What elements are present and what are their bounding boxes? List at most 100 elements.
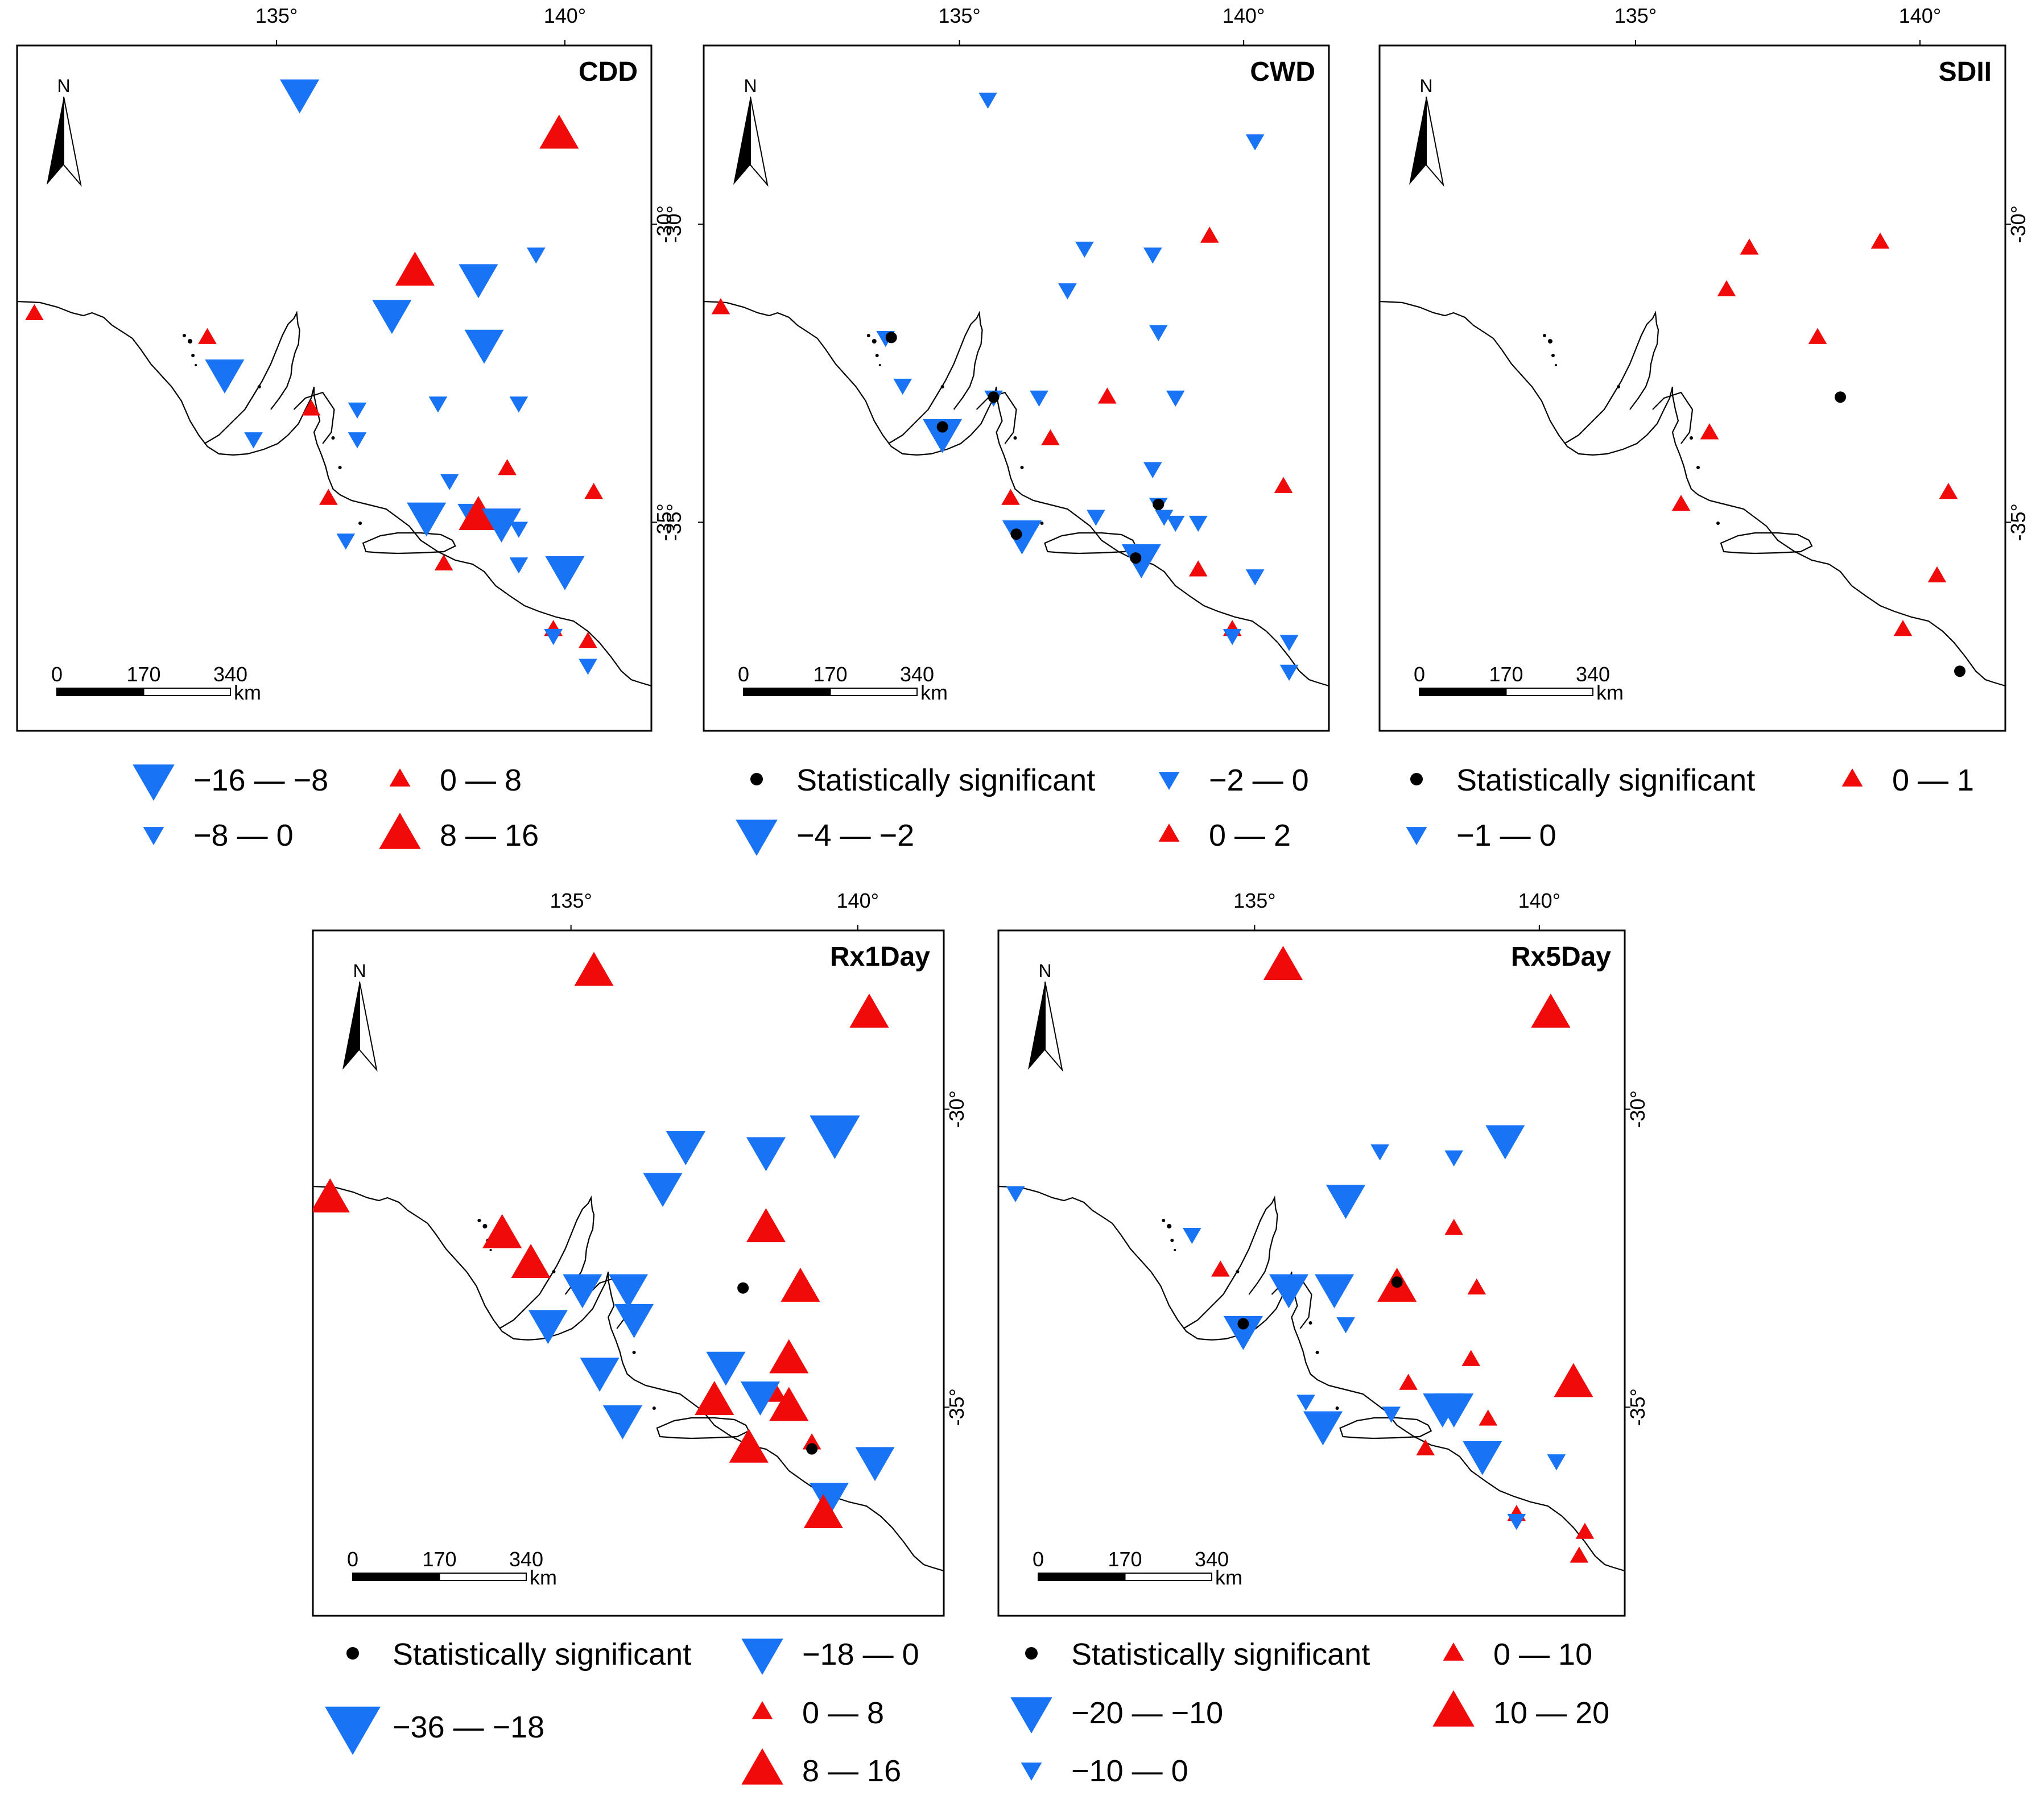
station-marker — [1531, 993, 1571, 1028]
legend-item: 0 — 8 — [751, 1696, 884, 1730]
station-marker — [803, 1494, 843, 1529]
station-marker — [1296, 1395, 1315, 1411]
station-marker — [1547, 1454, 1566, 1471]
lat-tick-label: -30° — [945, 1090, 968, 1128]
legend-label: −8 — 0 — [193, 818, 294, 853]
station-marker — [1154, 510, 1174, 526]
significant-dot — [1010, 528, 1022, 540]
station-marker — [978, 92, 997, 109]
station-marker — [729, 1428, 769, 1463]
legend-triangle-icon — [389, 768, 411, 787]
legend-item: −10 — 0 — [1021, 1754, 1188, 1788]
station-marker — [810, 1115, 860, 1159]
station-markers — [711, 92, 1299, 681]
legend-label: 0 — 10 — [1493, 1637, 1592, 1672]
station-marker — [464, 329, 504, 364]
lat-tick-label: -30° — [653, 205, 676, 243]
station-marker — [1263, 946, 1303, 980]
station-marker — [1182, 1227, 1201, 1244]
legend-item: Statistically significant — [1025, 1637, 1370, 1672]
significant-dot — [988, 391, 1000, 403]
scale-label: 170 — [126, 663, 160, 686]
station-marker — [372, 300, 412, 334]
north-label: N — [1038, 961, 1051, 981]
lon-tick-label: 135° — [550, 889, 592, 912]
legend-label: −20 — −10 — [1071, 1696, 1223, 1730]
station-marker — [923, 419, 963, 453]
station-marker — [509, 396, 528, 413]
station-marker — [1444, 1219, 1464, 1235]
station-marker — [319, 489, 338, 505]
station-marker — [1416, 1439, 1435, 1456]
legend-cwd: Statistically significant −4 — −2 −2 — 0 0 … — [736, 763, 1309, 856]
station-marker — [706, 1351, 746, 1386]
legend-triangle-icon — [133, 764, 175, 801]
lat-tick-label: -30° — [662, 205, 686, 243]
legend-item: 0 — 2 — [1158, 818, 1291, 853]
station-marker — [459, 264, 498, 299]
legend-label: Statistically significant — [796, 763, 1095, 797]
station-marker — [539, 114, 579, 149]
legend-triangle-icon — [736, 820, 778, 856]
station-marker — [482, 1214, 522, 1248]
north-arrow-icon: N — [733, 76, 769, 187]
scale-label: 340 — [900, 663, 934, 686]
legend-item: 0 — 10 — [1443, 1637, 1592, 1672]
legend-triangle-icon — [1406, 827, 1427, 845]
station-marker — [746, 1208, 786, 1243]
station-marker — [434, 554, 453, 571]
station-marker — [768, 1385, 787, 1402]
station-marker — [1279, 635, 1299, 651]
station-marker — [1223, 628, 1242, 646]
legend-sdii: Statistically significant −1 — 0 0 — 1 — [1406, 763, 1974, 853]
significant-dot — [1954, 665, 1965, 677]
station-marker — [563, 1274, 602, 1309]
scale-label: 170 — [1108, 1548, 1142, 1571]
legend-triangle-icon — [1010, 1697, 1052, 1733]
station-marker — [1223, 1315, 1263, 1350]
station-marker — [1554, 1363, 1593, 1397]
station-marker — [1939, 483, 1958, 499]
station-marker — [1507, 1513, 1526, 1530]
panel-title: CDD — [579, 57, 638, 87]
station-marker — [695, 1381, 734, 1415]
lon-tick-label: 140° — [544, 4, 586, 27]
legend-item: −1 — 0 — [1406, 818, 1556, 853]
station-marker — [498, 459, 517, 475]
legend-label: 10 — 20 — [1493, 1696, 1609, 1730]
station-marker — [579, 659, 597, 675]
station-marker — [769, 1339, 809, 1373]
lon-tick-label: 135° — [1233, 889, 1275, 912]
legend-label: 0 — 1 — [1892, 763, 1974, 797]
legend-triangle-icon — [741, 1748, 783, 1785]
legend-label: −16 — −8 — [193, 763, 328, 797]
legend-label: −10 — 0 — [1071, 1754, 1188, 1788]
scale-label: 340 — [1195, 1548, 1229, 1571]
station-marker — [855, 1447, 895, 1482]
station-marker — [348, 402, 367, 419]
significant-dot — [1237, 1318, 1249, 1330]
station-marker — [1143, 462, 1162, 478]
scale-unit: km — [920, 681, 948, 704]
panel-title: Rx1Day — [830, 942, 930, 972]
station-marker — [1200, 226, 1219, 243]
scale-label: 340 — [1576, 663, 1610, 686]
station-marker — [1149, 325, 1168, 341]
station-marker — [849, 993, 889, 1028]
scale-label: 170 — [1489, 663, 1523, 686]
legend-item: 10 — 20 — [1432, 1690, 1609, 1730]
station-marker — [580, 1358, 620, 1392]
station-marker — [1485, 1125, 1525, 1160]
station-marker — [781, 1267, 820, 1302]
scale-label: 0 — [1033, 1548, 1044, 1571]
legend-triangle-icon — [379, 813, 421, 849]
station-marker — [1399, 1373, 1418, 1390]
lon-tick-label: 135° — [938, 4, 980, 27]
station-marker — [509, 557, 528, 574]
station-marker — [481, 508, 522, 543]
scale-label: 0 — [1414, 663, 1425, 686]
scale-label: 170 — [813, 663, 847, 686]
